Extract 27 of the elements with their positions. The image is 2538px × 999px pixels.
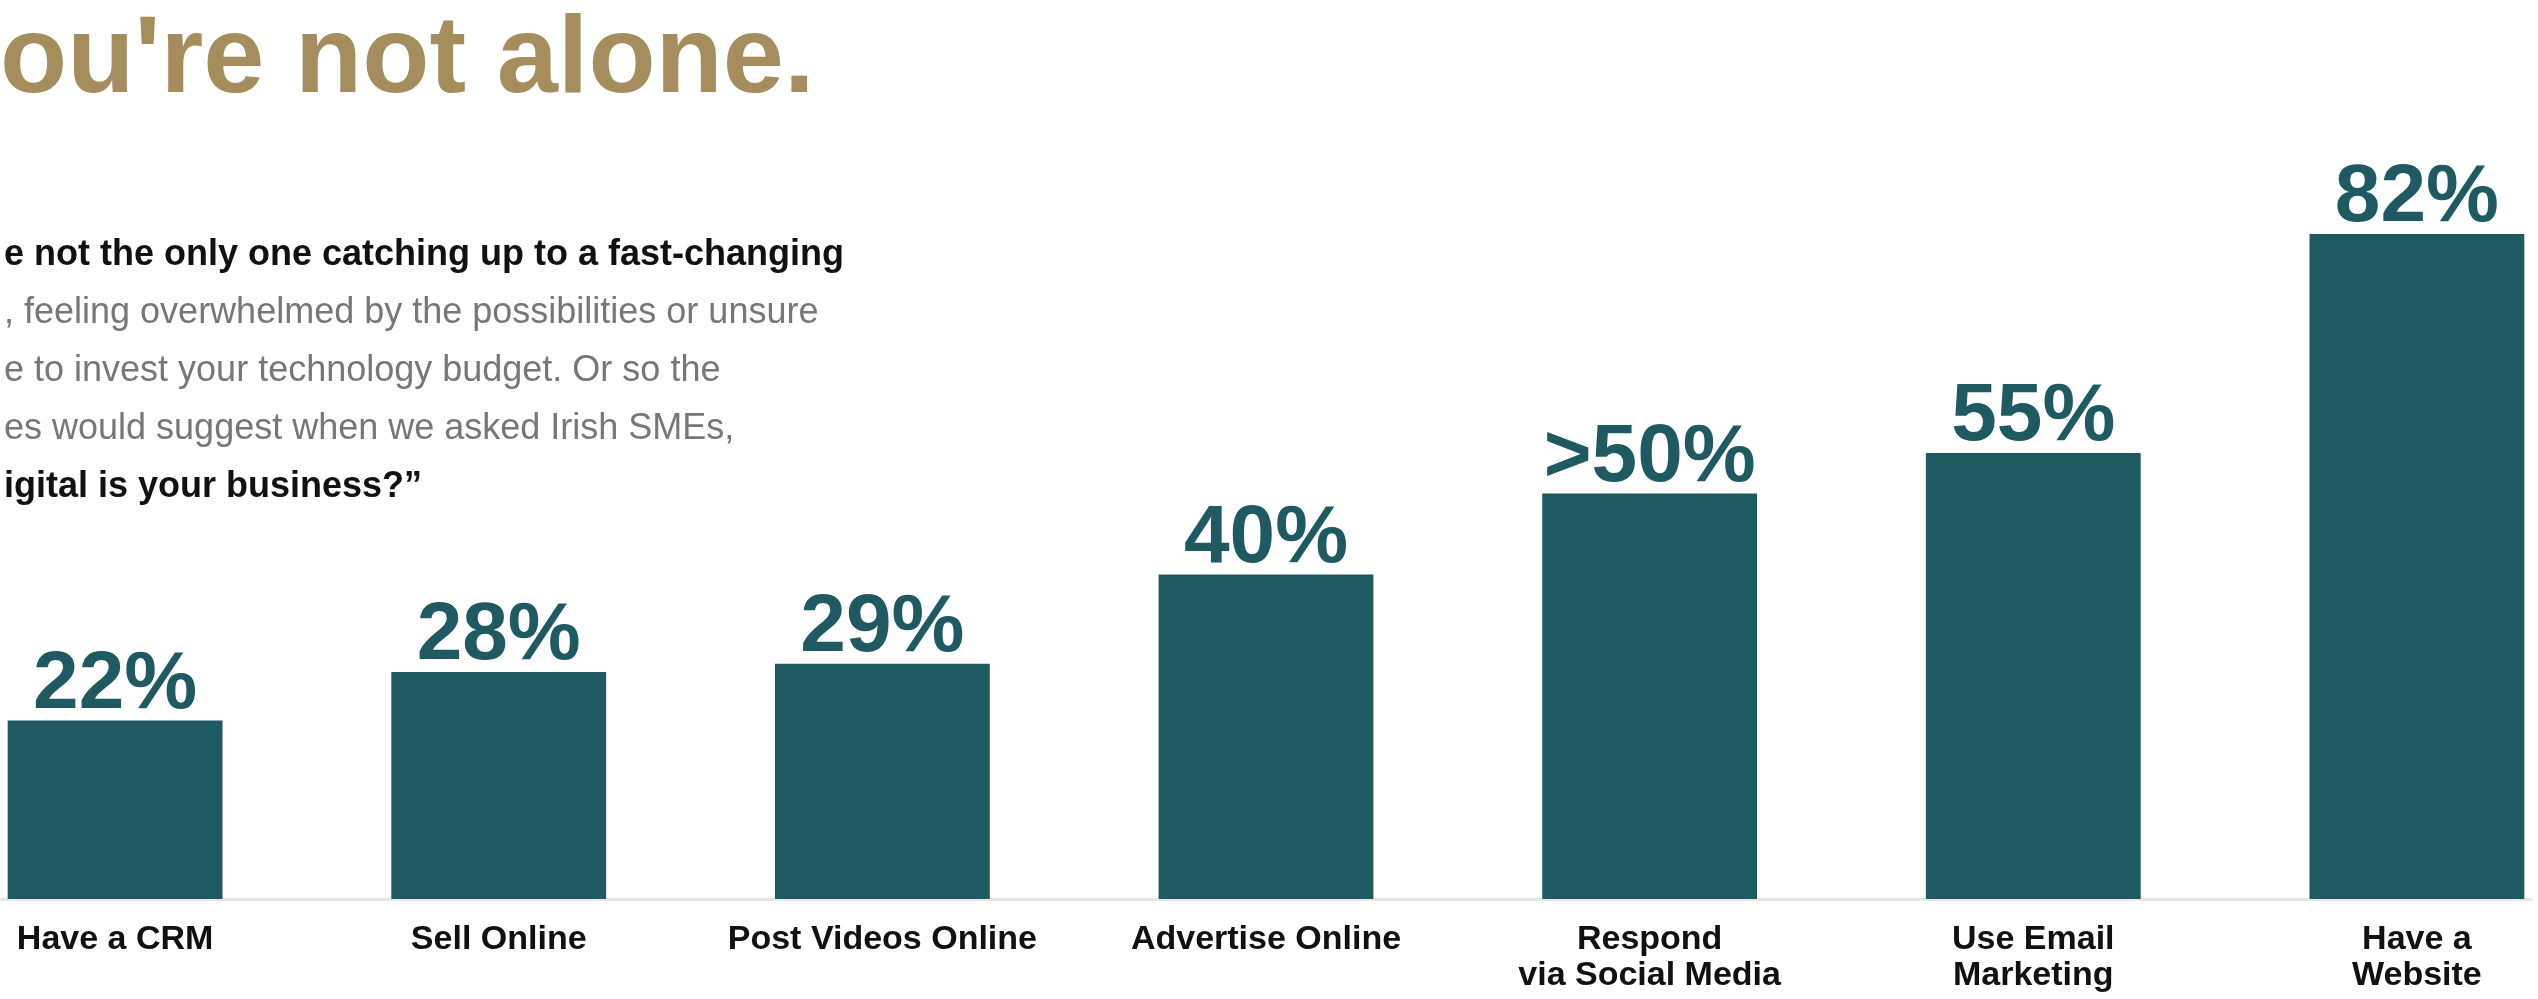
x-tick-label: Have a Website bbox=[2352, 917, 2482, 992]
annotation: e not the only one catching up to a fast-changing bbox=[4, 232, 845, 273]
data-label: 55% bbox=[1951, 365, 2116, 457]
bar bbox=[774, 663, 990, 899]
bar bbox=[2309, 234, 2525, 899]
x-tick-label: Respond via Social Media bbox=[1518, 917, 1783, 992]
annotation: es would suggest when we asked Irish SMEs, bbox=[4, 406, 735, 447]
bar bbox=[1542, 493, 1758, 899]
bar bbox=[391, 671, 607, 899]
x-tick-label: Sell Online bbox=[410, 917, 587, 956]
data-label: 82% bbox=[2334, 147, 2499, 238]
data-label: 29% bbox=[800, 576, 965, 668]
annotation: igital is your business?” bbox=[4, 464, 423, 505]
x-tick-label: Advertise Online bbox=[1130, 917, 1402, 956]
data-label: >50% bbox=[1543, 406, 1756, 498]
annotation: e to invest your technology budget. Or so the bbox=[4, 348, 721, 389]
bar bbox=[1158, 574, 1374, 899]
data-label: 22% bbox=[33, 633, 198, 725]
data-label: 40% bbox=[1183, 487, 1349, 579]
bar bbox=[7, 720, 223, 899]
bar bbox=[1925, 452, 2141, 899]
x-tick-label: Have a CRM bbox=[16, 917, 214, 956]
annotation: , feeling overwhelmed by the possibilities or unsure bbox=[4, 290, 819, 331]
chart-title: ou're not alone. bbox=[0, 0, 815, 115]
x-tick-label: Post Videos Online bbox=[727, 917, 1037, 956]
x-tick-label: Use Email Marketing bbox=[1952, 917, 2115, 992]
data-label: 28% bbox=[416, 584, 581, 676]
